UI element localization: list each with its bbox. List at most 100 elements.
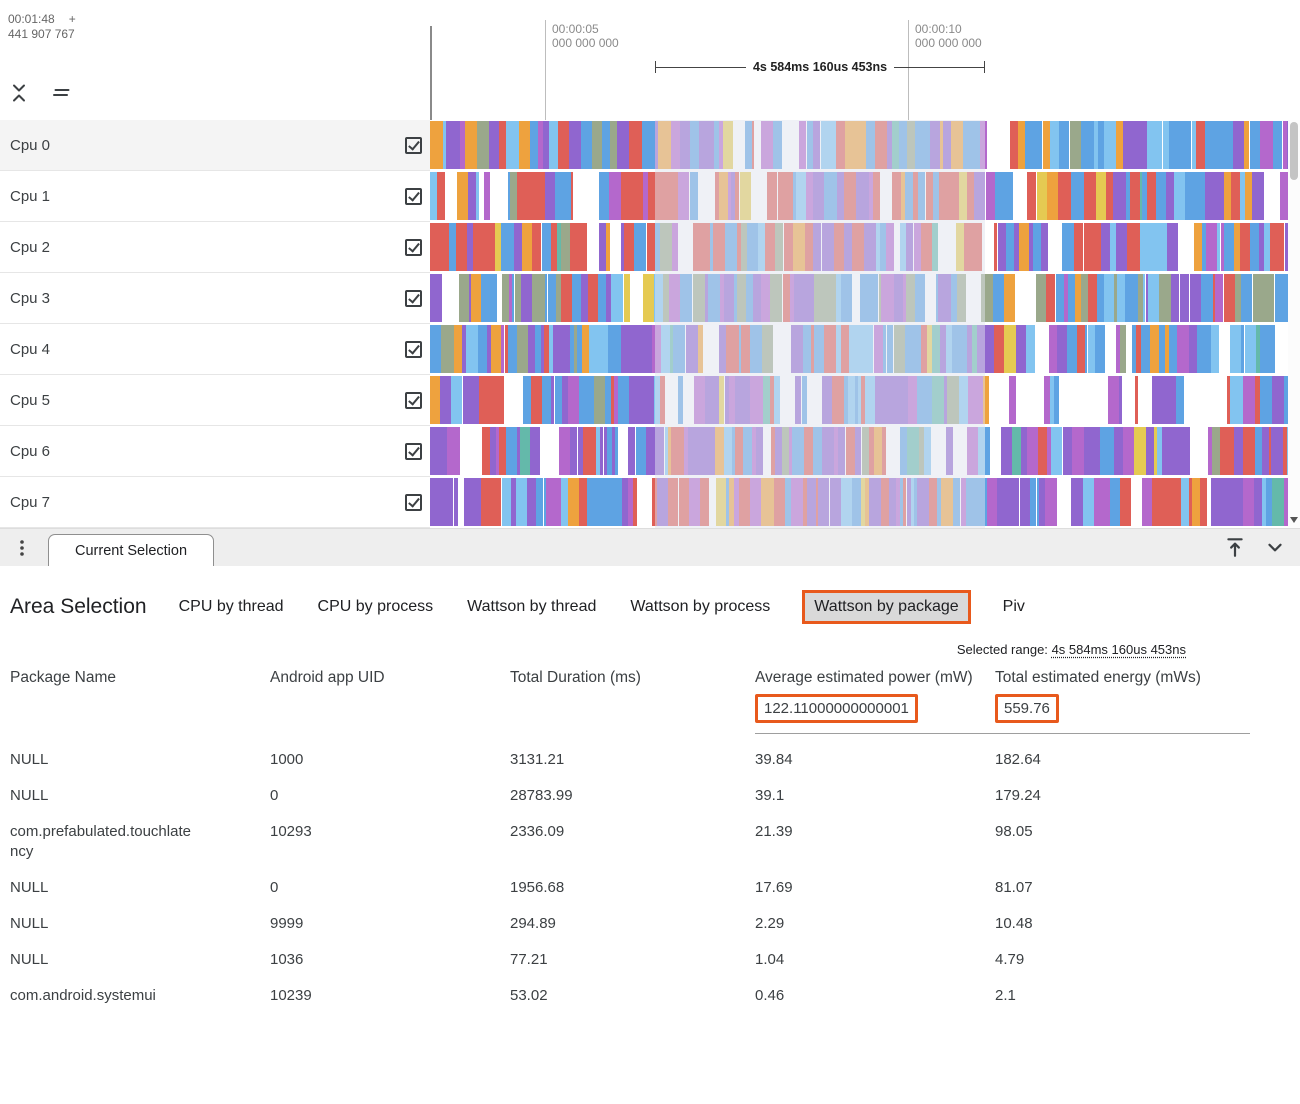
track-slice[interactable]: [621, 478, 628, 526]
track-slice[interactable]: [1074, 274, 1082, 322]
track-slice[interactable]: [1081, 121, 1095, 169]
track-slice[interactable]: [1059, 121, 1067, 169]
track-slice[interactable]: [481, 325, 487, 373]
track-slice[interactable]: [1106, 172, 1113, 220]
scrollbar-thumb[interactable]: [1290, 122, 1298, 180]
track-slice[interactable]: [1074, 223, 1084, 271]
track-slice[interactable]: [1256, 325, 1260, 373]
track-slice[interactable]: [1165, 325, 1170, 373]
track-checkbox[interactable]: [405, 187, 422, 205]
track-slice[interactable]: [544, 172, 556, 220]
track-slice[interactable]: [1001, 427, 1012, 475]
track-slice[interactable]: [430, 478, 437, 526]
track-slice[interactable]: [1087, 325, 1095, 373]
track-slice[interactable]: [651, 478, 657, 526]
track-slice[interactable]: [506, 121, 520, 169]
track-slice[interactable]: [1259, 121, 1273, 169]
track-slice[interactable]: [1126, 223, 1140, 271]
track-slice[interactable]: [628, 427, 636, 475]
track-checkbox[interactable]: [405, 340, 422, 358]
track-slice[interactable]: [633, 223, 643, 271]
track-slice[interactable]: [611, 427, 616, 475]
track-slice[interactable]: [608, 172, 619, 220]
track-slice[interactable]: [1274, 274, 1285, 322]
track-slice[interactable]: [628, 325, 640, 373]
track-slice[interactable]: [562, 376, 568, 424]
track-slice[interactable]: [1081, 274, 1088, 322]
track-slice[interactable]: [599, 223, 607, 271]
track-slice[interactable]: [1213, 274, 1216, 322]
track-slice[interactable]: [499, 427, 507, 475]
track-slice[interactable]: [1259, 376, 1273, 424]
track-slice[interactable]: [987, 478, 997, 526]
track-slice[interactable]: [520, 274, 533, 322]
track-slice[interactable]: [1095, 172, 1107, 220]
track-slice[interactable]: [556, 223, 561, 271]
track-slice[interactable]: [642, 172, 648, 220]
track-slice[interactable]: [1114, 427, 1123, 475]
track-slice[interactable]: [602, 121, 610, 169]
track-slice[interactable]: [635, 427, 647, 475]
track-slice[interactable]: [477, 325, 481, 373]
track-slice[interactable]: [612, 325, 622, 373]
track-slice[interactable]: [598, 274, 606, 322]
track-slice[interactable]: [1261, 478, 1267, 526]
track-slice[interactable]: [610, 274, 624, 322]
track-slice[interactable]: [589, 325, 596, 373]
track-slice[interactable]: [1117, 274, 1126, 322]
track-slice[interactable]: [1242, 427, 1255, 475]
track-slice[interactable]: [1272, 376, 1284, 424]
track-slice[interactable]: [1096, 274, 1104, 322]
track-slice[interactable]: [442, 121, 446, 169]
track-slice[interactable]: [1159, 325, 1166, 373]
track-slice[interactable]: [1206, 223, 1218, 271]
track-slice[interactable]: [1254, 427, 1263, 475]
track-slice[interactable]: [1229, 274, 1235, 322]
track-slice[interactable]: [1234, 427, 1243, 475]
track-slice[interactable]: [1050, 121, 1060, 169]
area-selection-overlay[interactable]: [655, 120, 985, 528]
track-slice[interactable]: [430, 325, 442, 373]
track-slice[interactable]: [1185, 172, 1194, 220]
track-slice[interactable]: [1282, 121, 1287, 169]
track-slice[interactable]: [1141, 325, 1151, 373]
track-slice[interactable]: [600, 427, 604, 475]
track-slice[interactable]: [604, 376, 611, 424]
track-slice[interactable]: [1082, 478, 1094, 526]
track-slice[interactable]: [437, 172, 446, 220]
track-slice[interactable]: [555, 274, 561, 322]
track-slice[interactable]: [542, 376, 551, 424]
track-slice[interactable]: [430, 223, 436, 271]
track-checkbox[interactable]: [405, 493, 422, 511]
track-slice[interactable]: [543, 478, 546, 526]
track-slice[interactable]: [501, 274, 509, 322]
track-slice[interactable]: [1234, 274, 1241, 322]
track-slice[interactable]: [491, 325, 502, 373]
track-slice[interactable]: [1230, 325, 1242, 373]
track-slice[interactable]: [446, 427, 460, 475]
track-slice[interactable]: [1244, 121, 1250, 169]
track-slice[interactable]: [1201, 223, 1207, 271]
track-checkbox[interactable]: [405, 442, 422, 460]
track-slice[interactable]: [477, 121, 489, 169]
track-slice[interactable]: [530, 121, 537, 169]
track-slice[interactable]: [547, 274, 556, 322]
track-slice[interactable]: [1206, 325, 1212, 373]
track-slice[interactable]: [532, 274, 545, 322]
track-slice[interactable]: [1113, 274, 1118, 322]
track-slice[interactable]: [510, 478, 516, 526]
track-slice[interactable]: [557, 121, 570, 169]
track-slice[interactable]: [995, 172, 1006, 220]
track-slice[interactable]: [1088, 274, 1097, 322]
track-slice[interactable]: [1171, 478, 1181, 526]
agg-tab-cpu-by-process[interactable]: CPU by process: [317, 598, 434, 615]
track-slice[interactable]: [1070, 478, 1083, 526]
track-slice[interactable]: [1107, 376, 1120, 424]
track-slice[interactable]: [1269, 223, 1280, 271]
track-slice[interactable]: [495, 223, 502, 271]
track-slice[interactable]: [1044, 478, 1057, 526]
track-slice[interactable]: [1029, 478, 1037, 526]
track-slice[interactable]: [641, 121, 655, 169]
col-header-total-duration[interactable]: Total Duration (ms): [510, 669, 641, 686]
track-slice[interactable]: [608, 325, 613, 373]
